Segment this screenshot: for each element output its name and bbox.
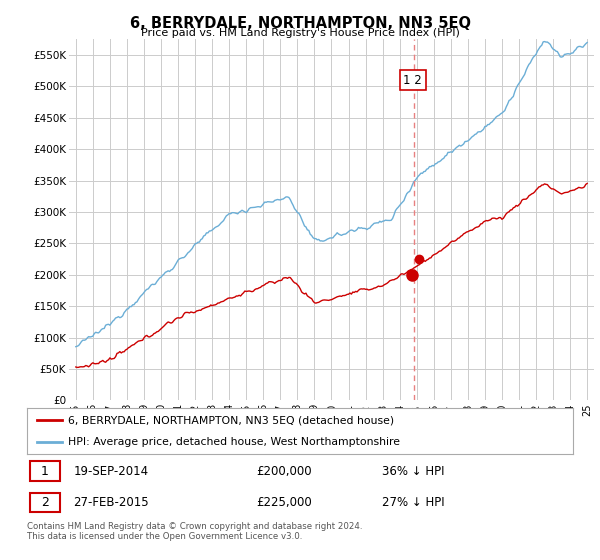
Text: 2: 2 — [41, 496, 49, 509]
Text: 19-SEP-2014: 19-SEP-2014 — [73, 465, 149, 478]
Text: 6, BERRYDALE, NORTHAMPTON, NN3 5EQ: 6, BERRYDALE, NORTHAMPTON, NN3 5EQ — [130, 16, 470, 31]
FancyBboxPatch shape — [30, 461, 60, 481]
Text: £225,000: £225,000 — [256, 496, 312, 509]
Text: 1: 1 — [41, 465, 49, 478]
Text: HPI: Average price, detached house, West Northamptonshire: HPI: Average price, detached house, West… — [68, 437, 400, 447]
Text: 1 2: 1 2 — [403, 73, 422, 87]
FancyBboxPatch shape — [30, 493, 60, 512]
Text: 27% ↓ HPI: 27% ↓ HPI — [382, 496, 445, 509]
Text: 36% ↓ HPI: 36% ↓ HPI — [382, 465, 445, 478]
Text: Price paid vs. HM Land Registry's House Price Index (HPI): Price paid vs. HM Land Registry's House … — [140, 28, 460, 38]
Text: £200,000: £200,000 — [256, 465, 312, 478]
Text: 27-FEB-2015: 27-FEB-2015 — [73, 496, 149, 509]
Text: Contains HM Land Registry data © Crown copyright and database right 2024.
This d: Contains HM Land Registry data © Crown c… — [27, 522, 362, 542]
Text: 6, BERRYDALE, NORTHAMPTON, NN3 5EQ (detached house): 6, BERRYDALE, NORTHAMPTON, NN3 5EQ (deta… — [68, 415, 394, 425]
